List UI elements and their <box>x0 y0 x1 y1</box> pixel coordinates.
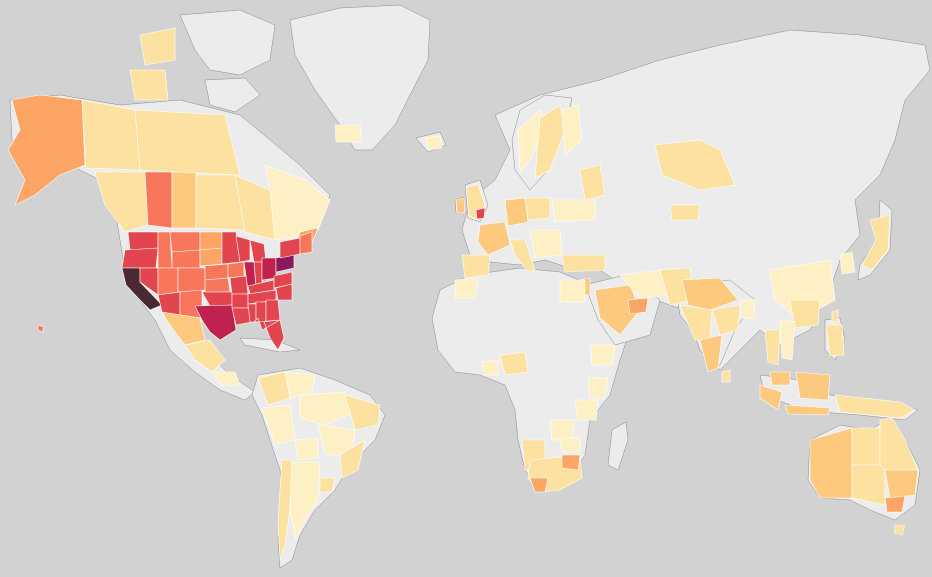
region-chile <box>277 459 293 561</box>
region-ghana <box>481 359 499 376</box>
region-western-australia <box>809 427 853 499</box>
region-balkans <box>529 229 563 259</box>
region-alaska <box>7 94 86 206</box>
region-victoria <box>884 495 906 513</box>
region-thailand <box>764 329 781 366</box>
data-regions <box>7 27 919 561</box>
region-saudi-arabia <box>594 284 641 336</box>
region-uae <box>627 297 649 315</box>
region-new-england <box>299 231 313 255</box>
region-ireland <box>455 197 466 214</box>
region-yukon <box>81 99 141 171</box>
region-morocco <box>454 277 479 299</box>
region-taiwan <box>831 309 839 323</box>
region-washington <box>127 231 159 251</box>
region-mexico-central <box>184 339 226 373</box>
region-uruguay <box>319 477 336 493</box>
madagascar <box>607 421 629 471</box>
region-utah <box>157 267 179 296</box>
region-arkansas <box>231 293 249 309</box>
region-italy <box>509 239 536 273</box>
region-oregon <box>121 247 159 269</box>
region-korea <box>839 251 856 275</box>
region-tanzania <box>574 399 599 421</box>
region-norway <box>517 109 546 173</box>
region-bc <box>94 171 149 233</box>
region-egypt <box>559 279 586 303</box>
region-gauteng <box>561 454 581 471</box>
greenland <box>289 4 431 151</box>
region-japan <box>861 214 891 271</box>
region-venezuela <box>284 371 316 399</box>
region-alberta <box>144 171 173 229</box>
region-sri-lanka <box>721 369 731 383</box>
arctic-islands <box>179 9 276 76</box>
region-turkey <box>561 254 606 273</box>
region-spain <box>461 254 491 279</box>
region-missouri <box>229 275 249 295</box>
region-nebraska <box>204 263 229 281</box>
region-argentina <box>289 461 321 541</box>
region-georgia <box>265 299 281 323</box>
region-india-east <box>711 304 741 336</box>
region-sumatra <box>759 384 783 411</box>
region-virginia <box>273 271 293 289</box>
region-malaysia <box>769 371 791 386</box>
region-ukraine <box>551 199 596 223</box>
region-northern-territory <box>851 427 881 466</box>
region-java <box>784 404 831 416</box>
region-western-cape <box>529 477 549 493</box>
region-mexico-north <box>161 311 206 346</box>
region-nwt <box>134 109 241 176</box>
region-south-australia <box>851 464 886 506</box>
region-nsw <box>884 469 919 499</box>
region-london <box>475 207 486 220</box>
region-bolivia <box>294 437 319 461</box>
region-nigeria <box>499 351 529 376</box>
region-north-dakota <box>199 231 223 251</box>
region-russia-west <box>579 164 606 201</box>
region-zimbabwe <box>559 437 581 453</box>
region-indonesia-east <box>834 394 916 419</box>
region-china-se <box>789 299 821 329</box>
region-finland <box>561 104 583 156</box>
region-wyoming <box>171 249 201 269</box>
region-kansas <box>204 277 231 293</box>
region-vietnam <box>779 319 796 361</box>
region-france <box>477 221 511 256</box>
region-borneo <box>795 371 831 401</box>
region-south-dakota <box>199 247 223 267</box>
region-india-north <box>681 277 739 311</box>
region-bangladesh <box>739 299 756 319</box>
region-colorado <box>177 267 206 293</box>
region-montana <box>169 231 201 253</box>
region-brazil-north <box>299 391 356 426</box>
region-india-south <box>699 334 723 373</box>
region-idaho <box>157 231 173 269</box>
region-poland <box>524 197 551 221</box>
region-kenya <box>587 377 609 399</box>
region-brazil-ne <box>344 394 381 431</box>
region-iowa <box>227 261 245 279</box>
region-wisconsin <box>235 235 251 263</box>
region-florida <box>253 317 285 351</box>
region-tasmania <box>893 524 906 536</box>
region-saskatchewan <box>171 171 197 229</box>
region-ethiopia <box>589 344 616 366</box>
region-zambia <box>549 419 576 441</box>
region-philippines <box>825 324 845 357</box>
region-sweden <box>534 104 566 179</box>
region-russia-siberia <box>654 139 736 191</box>
region-brazil-se <box>339 439 366 479</box>
region-germany <box>504 197 529 227</box>
